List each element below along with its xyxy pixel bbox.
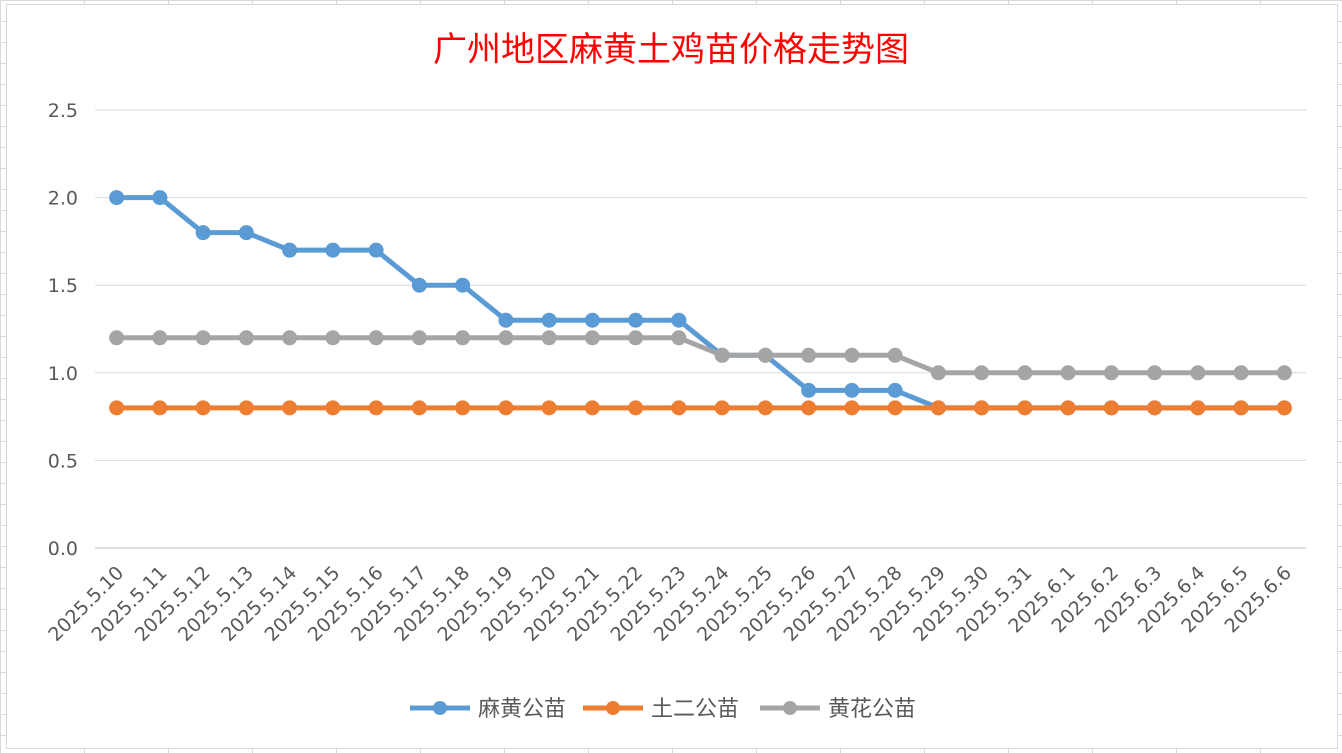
legend-marker <box>606 701 620 715</box>
data-point <box>238 330 254 346</box>
data-point <box>195 330 211 346</box>
data-point <box>628 400 644 416</box>
data-point <box>195 400 211 416</box>
y-tick-label: 0.0 <box>48 538 78 560</box>
data-point <box>974 365 990 381</box>
data-point <box>1017 400 1033 416</box>
data-point <box>368 330 384 346</box>
data-point <box>714 347 730 363</box>
data-point <box>152 330 168 346</box>
data-point <box>541 400 557 416</box>
data-point <box>974 400 990 416</box>
data-point <box>1017 365 1033 381</box>
data-point <box>498 400 514 416</box>
data-point <box>801 382 817 398</box>
data-point <box>325 242 341 258</box>
data-point <box>282 400 298 416</box>
data-point <box>714 400 730 416</box>
data-point <box>887 382 903 398</box>
series-line <box>116 335 1285 376</box>
data-point <box>325 400 341 416</box>
data-point <box>757 400 773 416</box>
data-point <box>671 400 687 416</box>
data-point <box>584 400 600 416</box>
data-point <box>801 400 817 416</box>
data-point <box>368 242 384 258</box>
y-tick-label: 0.5 <box>48 450 78 472</box>
y-tick-label: 2.0 <box>48 188 78 210</box>
y-tick-label: 1.0 <box>48 363 78 385</box>
data-point <box>455 330 471 346</box>
data-point <box>1233 365 1249 381</box>
data-point <box>930 365 946 381</box>
data-point <box>411 277 427 293</box>
data-point <box>1233 400 1249 416</box>
data-point <box>1060 400 1076 416</box>
data-point <box>1190 400 1206 416</box>
data-point <box>325 330 341 346</box>
data-point <box>671 330 687 346</box>
data-point <box>541 330 557 346</box>
data-point <box>671 312 687 328</box>
legend-label: 麻黄公苗 <box>478 697 566 722</box>
data-point <box>844 382 860 398</box>
legend-marker <box>783 701 797 715</box>
data-point <box>541 312 557 328</box>
data-point <box>584 312 600 328</box>
data-point <box>757 347 773 363</box>
data-point <box>455 277 471 293</box>
data-point <box>887 400 903 416</box>
legend-label: 黄花公苗 <box>828 697 916 722</box>
data-point <box>109 400 125 416</box>
data-point <box>152 190 168 206</box>
y-tick-label: 1.5 <box>48 275 78 297</box>
data-point <box>368 400 384 416</box>
data-point <box>195 225 211 241</box>
data-point <box>1190 365 1206 381</box>
data-point <box>1276 400 1292 416</box>
data-point <box>109 330 125 346</box>
data-point <box>455 400 471 416</box>
data-point <box>1147 365 1163 381</box>
data-point <box>1103 400 1119 416</box>
data-point <box>411 400 427 416</box>
data-point <box>238 400 254 416</box>
data-point <box>238 225 254 241</box>
data-point <box>498 312 514 328</box>
data-point <box>152 400 168 416</box>
data-point <box>887 347 903 363</box>
chart-title: 广州地区麻黄土鸡苗价格走势图 <box>433 30 909 70</box>
data-point <box>628 330 644 346</box>
data-point <box>282 242 298 258</box>
data-point <box>1147 400 1163 416</box>
data-point <box>282 330 298 346</box>
legend-marker <box>433 701 447 715</box>
data-point <box>498 330 514 346</box>
data-point <box>844 400 860 416</box>
data-point <box>1103 365 1119 381</box>
data-point <box>1060 365 1076 381</box>
y-tick-label: 2.5 <box>48 100 78 122</box>
data-point <box>930 400 946 416</box>
data-point <box>584 330 600 346</box>
data-point <box>109 190 125 206</box>
legend-label: 土二公苗 <box>651 697 739 722</box>
data-point <box>628 312 644 328</box>
data-point <box>844 347 860 363</box>
data-point <box>801 347 817 363</box>
data-point <box>1276 365 1292 381</box>
data-point <box>411 330 427 346</box>
